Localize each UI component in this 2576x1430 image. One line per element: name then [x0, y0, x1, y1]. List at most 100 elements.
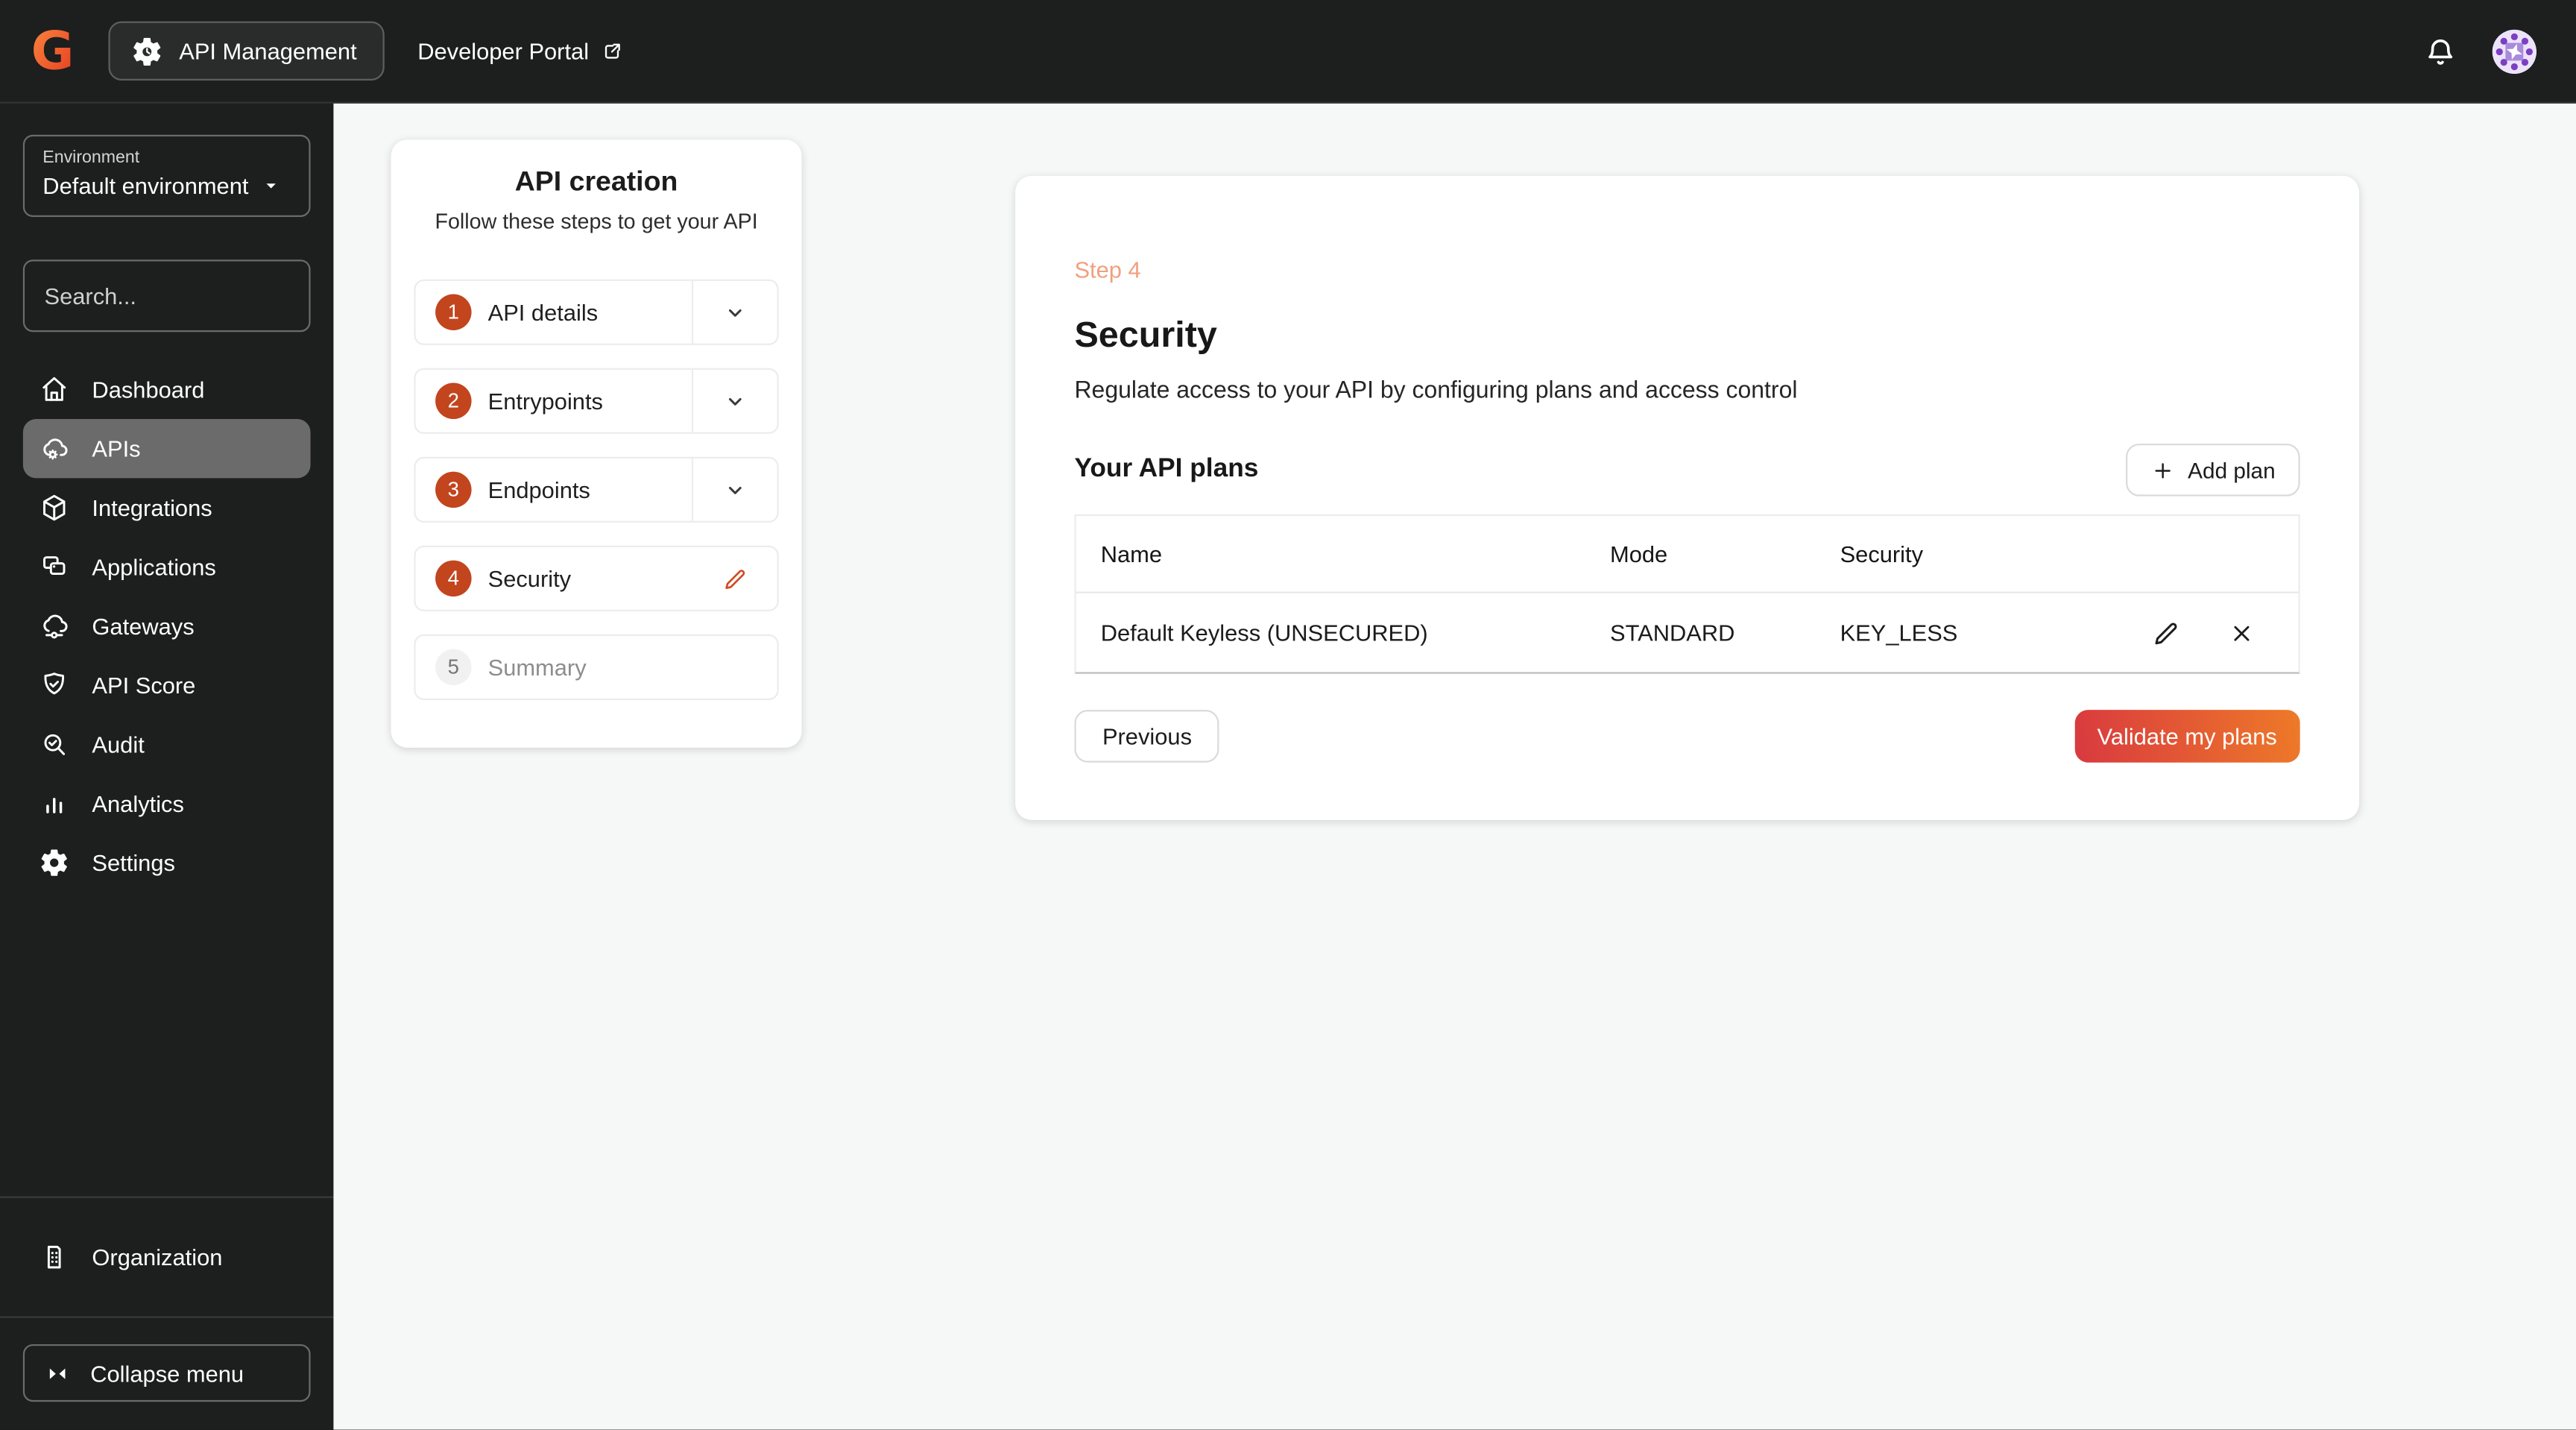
table-row: Default Keyless (UNSECURED) STANDARD KEY…: [1076, 593, 2299, 673]
plans-table: Name Mode Security Default Keyless (UNSE…: [1074, 514, 2300, 674]
step-endpoints[interactable]: 3 Endpoints: [414, 456, 779, 523]
step-summary: 5 Summary: [414, 634, 779, 700]
step-number-badge: 3: [435, 471, 472, 508]
sidebar-item-integrations[interactable]: Integrations: [23, 478, 311, 537]
cloud-gear-icon: [43, 438, 68, 460]
step-number-badge: 5: [435, 649, 472, 686]
sidebar-item-analytics[interactable]: Analytics: [23, 774, 311, 833]
cards-icon: [43, 556, 66, 576]
search-input[interactable]: [44, 283, 342, 309]
chevron-down-icon: [267, 183, 277, 189]
pencil-icon[interactable]: [720, 564, 748, 592]
building-icon: [47, 1246, 61, 1270]
sidebar-item-label: Audit: [92, 731, 145, 758]
column-header-mode: Mode: [1609, 541, 1668, 567]
environment-value: Default environment: [42, 172, 249, 199]
sidebar-divider: [0, 1317, 334, 1319]
bar-chart-icon: [46, 798, 63, 813]
main-content: API creation Follow these steps to get y…: [333, 103, 2576, 1430]
step-tag: Step 4: [1074, 256, 1141, 283]
plan-name-cell: Default Keyless (UNSECURED): [1100, 619, 1428, 646]
column-header-name: Name: [1100, 541, 1163, 567]
avatar-identicon: [2492, 28, 2537, 74]
app-switcher-button[interactable]: API Management: [108, 21, 385, 81]
sidebar-item-label: Integrations: [92, 494, 212, 521]
add-plan-label: Add plan: [2188, 457, 2276, 482]
close-icon: [2233, 625, 2249, 640]
organization-label: Organization: [92, 1244, 223, 1271]
sidebar-item-label: Dashboard: [92, 376, 205, 403]
api-creation-card: API creation Follow these steps to get y…: [391, 139, 802, 748]
sidebar-item-audit[interactable]: Audit: [23, 715, 311, 774]
step-number-badge: 1: [435, 294, 472, 331]
sidebar-search: [22, 259, 342, 333]
step-label: Endpoints: [487, 476, 590, 503]
developer-portal-label: Developer Portal: [417, 37, 590, 64]
wizard-steps: 1 API details 2 Entrypoints: [414, 279, 779, 700]
sidebar-item-label: API Score: [92, 672, 196, 699]
plan-security-cell: KEY_LESS: [1840, 619, 1958, 646]
sidebar-item-label: APIs: [92, 435, 141, 462]
gravitee-g-logo-icon: G: [31, 21, 75, 82]
shield-check-icon: [44, 673, 64, 695]
remove-plan-button[interactable]: [2224, 617, 2257, 649]
sidebar: Environment Default environment Dashboar…: [0, 103, 342, 1430]
collapse-menu-button[interactable]: Collapse menu: [22, 1344, 311, 1402]
chevron-down-icon: [728, 485, 742, 494]
sidebar-item-dashboard[interactable]: Dashboard: [23, 360, 311, 419]
cloud-node-icon: [43, 614, 68, 639]
step-label: Entrypoints: [487, 388, 604, 415]
step-api-details[interactable]: 1 API details: [414, 279, 779, 345]
sidebar-item-applications[interactable]: Applications: [23, 538, 311, 596]
sidebar-item-apis[interactable]: APIs: [22, 419, 311, 479]
previous-button[interactable]: Previous: [1074, 710, 1220, 763]
environment-select[interactable]: Environment Default environment: [22, 134, 311, 217]
gear-icon: [133, 37, 161, 65]
plus-icon: [2154, 462, 2171, 478]
gear-icon: [41, 849, 67, 876]
step-number-badge: 2: [435, 382, 472, 420]
user-avatar[interactable]: [2492, 28, 2537, 74]
collapse-arrows-icon: [49, 1368, 66, 1379]
sidebar-item-gateways[interactable]: Gateways: [23, 596, 311, 655]
step-entrypoints[interactable]: 2 Entrypoints: [414, 368, 779, 434]
sidebar-item-label: Applications: [92, 553, 216, 581]
wizard-title: API creation: [514, 166, 678, 198]
page-description: Regulate access to your API by configuri…: [1074, 377, 1798, 405]
table-header-row: Name Mode Security: [1076, 516, 2299, 593]
notifications-button[interactable]: [2416, 28, 2463, 74]
sidebar-spacer: [0, 892, 333, 1197]
bell-icon: [2428, 38, 2452, 64]
chevron-down-icon: [728, 397, 742, 405]
add-plan-button[interactable]: Add plan: [2125, 444, 2300, 497]
search-check-icon: [44, 734, 66, 755]
sidebar-nav: Dashboard APIs Integrations: [0, 360, 333, 892]
step-security[interactable]: 4 Security: [414, 545, 779, 611]
security-step-card: Step 4 Security Regulate access to your …: [1015, 175, 2360, 820]
step-number-badge: 4: [435, 560, 472, 597]
step-label: API details: [487, 299, 599, 326]
column-header-security: Security: [1840, 541, 1924, 567]
plans-section-title: Your API plans: [1074, 455, 1259, 483]
validate-plans-button[interactable]: Validate my plans: [2074, 710, 2300, 763]
sidebar-item-api-score[interactable]: API Score: [23, 655, 311, 714]
home-icon: [42, 377, 66, 401]
top-bar: G API Management Developer Portal: [0, 0, 2576, 104]
sidebar-item-organization[interactable]: Organization: [0, 1198, 333, 1317]
collapse-menu-label: Collapse menu: [90, 1360, 244, 1387]
developer-portal-link[interactable]: Developer Portal: [417, 38, 625, 64]
sidebar-item-label: Analytics: [92, 790, 184, 817]
svg-text:G: G: [31, 21, 75, 82]
plan-mode-cell: STANDARD: [1609, 619, 1735, 646]
sidebar-divider: [0, 1197, 334, 1199]
pencil-icon: [2154, 622, 2176, 644]
app-switcher-label: API Management: [179, 37, 357, 64]
chevron-down-icon: [728, 308, 742, 316]
sidebar-item-settings[interactable]: Settings: [23, 833, 311, 892]
page-title: Security: [1074, 313, 1217, 356]
gravitee-logo[interactable]: G: [23, 18, 82, 84]
edit-plan-button[interactable]: [2149, 617, 2182, 649]
step-label: Security: [487, 565, 572, 592]
step-label: Summary: [487, 654, 587, 681]
